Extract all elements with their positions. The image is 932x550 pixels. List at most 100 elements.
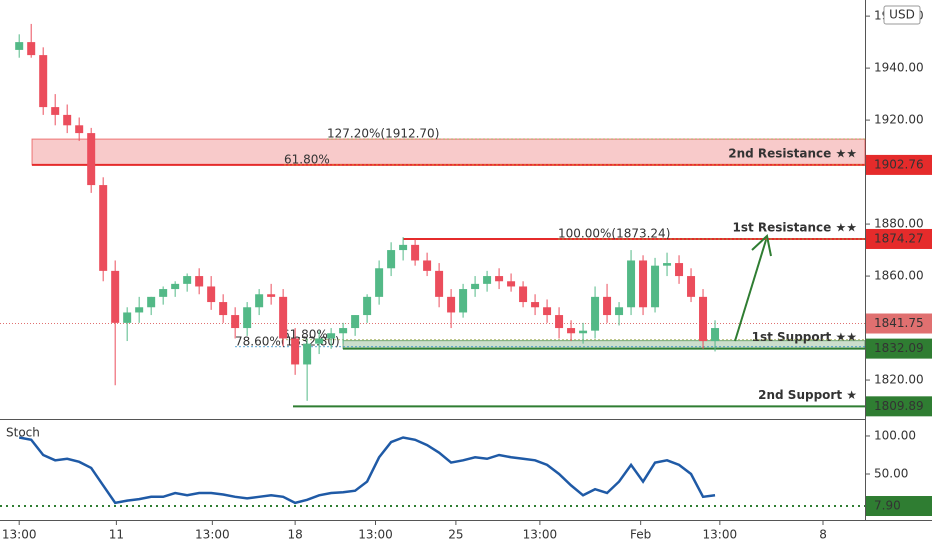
arrow-shaft xyxy=(734,239,767,342)
level-price-label: 1809.89 xyxy=(874,399,924,413)
candle-body xyxy=(171,283,180,290)
axes: 1960.001940.001920.001880.001860.001820.… xyxy=(2,5,932,542)
candle-body xyxy=(303,343,312,365)
x-tick-label: 13:00 xyxy=(2,528,37,542)
x-tick-label: 13:00 xyxy=(195,528,230,542)
x-tick-label: 13:00 xyxy=(358,528,393,542)
candle-body xyxy=(15,42,24,50)
candle-body xyxy=(147,296,156,308)
candle-body xyxy=(603,296,612,316)
x-tick-label: 13:00 xyxy=(703,528,738,542)
fib-label: 78.60%(1832.80) xyxy=(235,334,340,348)
candle-body xyxy=(291,338,300,365)
candle-body xyxy=(39,55,48,108)
currency-label: USD xyxy=(889,8,915,22)
resistance-zone xyxy=(31,138,866,166)
main-pane: 2nd Resistance ★★ 1st Resistance ★★ 1st Su… xyxy=(0,23,866,408)
level-name: 1st Resistance ★★ xyxy=(732,220,857,234)
candle-body xyxy=(543,307,552,316)
candle-body xyxy=(63,114,72,126)
y-tick-label: 1920.00 xyxy=(874,113,924,127)
candle-body xyxy=(591,296,600,331)
candle-body xyxy=(363,296,372,316)
candle-body xyxy=(459,289,468,313)
candle-body xyxy=(255,294,264,308)
x-tick-label: Feb xyxy=(630,528,651,542)
level-name: 2nd Resistance ★★ xyxy=(728,146,857,160)
current-price-label: 1841.75 xyxy=(874,316,924,330)
level-price-box xyxy=(866,228,932,249)
candle-body xyxy=(483,276,492,284)
stoch-marker-label: 7.90 xyxy=(874,499,901,513)
candle-body xyxy=(651,265,660,308)
y-tick-label: 1940.00 xyxy=(874,61,924,75)
candle-body xyxy=(123,312,132,323)
candle-body xyxy=(531,302,540,308)
candle-body xyxy=(159,289,168,297)
x-tick-label: 13:00 xyxy=(523,528,558,542)
y-tick-label: 1820.00 xyxy=(874,373,924,387)
y-tick-label: 100.00 xyxy=(874,428,916,442)
candle-body xyxy=(507,281,516,287)
candle-body xyxy=(99,185,108,271)
level-name: 2nd Support ★ xyxy=(758,388,857,402)
level-price-box xyxy=(866,338,932,359)
candle-body xyxy=(327,333,336,339)
candle-body xyxy=(687,276,696,297)
candle-body xyxy=(567,328,576,334)
fib-label: 127.20%(1912.70) xyxy=(327,127,439,141)
candle-body xyxy=(351,315,360,329)
candle-body xyxy=(423,260,432,271)
level-price-label: 1832.09 xyxy=(874,341,924,355)
y-tick-label: 50.00 xyxy=(874,466,908,480)
candle-body xyxy=(87,133,96,186)
candle-body xyxy=(279,296,288,339)
candle-body xyxy=(627,260,636,308)
candle-body xyxy=(495,276,504,282)
current-price-box xyxy=(866,313,932,334)
candle-body xyxy=(519,286,528,303)
fib-label: 100.00%(1873.24) xyxy=(558,226,670,240)
candle-body xyxy=(315,338,324,344)
currency-box xyxy=(883,5,921,25)
candle-body xyxy=(207,286,216,303)
candle-body xyxy=(447,296,456,313)
candle-body xyxy=(243,307,252,329)
level-price-label: 1902.76 xyxy=(874,157,924,171)
fib-label: 61.80% xyxy=(284,152,330,166)
candle-body xyxy=(699,296,708,342)
candle-body xyxy=(555,315,564,329)
candle-body xyxy=(399,244,408,251)
y-tick-label: 1860.00 xyxy=(874,269,924,283)
stoch-line xyxy=(18,436,716,505)
level-price-label: 1874.27 xyxy=(874,231,924,245)
candle-body xyxy=(471,283,480,290)
candle-body xyxy=(195,276,204,287)
x-tick-label: 25 xyxy=(448,528,463,542)
candle-body xyxy=(435,270,444,297)
candle-body xyxy=(339,328,348,334)
candle-body xyxy=(615,307,624,316)
level-name: 1st Support ★★ xyxy=(752,330,857,344)
stoch-title: Stoch xyxy=(6,426,40,440)
candle-body xyxy=(579,330,588,334)
candle-body xyxy=(51,107,60,115)
candle-body xyxy=(675,263,684,277)
candle-body xyxy=(639,260,648,308)
candle-body xyxy=(135,307,144,313)
candle-body xyxy=(219,302,228,316)
stoch-marker-box xyxy=(866,496,932,517)
candle-body xyxy=(27,42,36,56)
level-price-box xyxy=(866,396,932,417)
x-tick-label: 11 xyxy=(109,528,124,542)
y-tick-label: 1880.00 xyxy=(874,217,924,231)
fib-label: 61.80% xyxy=(282,327,328,341)
candle-body xyxy=(663,263,672,266)
candle-body xyxy=(231,315,240,329)
level-price-box xyxy=(866,154,932,175)
candle-body xyxy=(375,268,384,297)
candle-body xyxy=(183,276,192,284)
candle-body xyxy=(267,294,276,297)
